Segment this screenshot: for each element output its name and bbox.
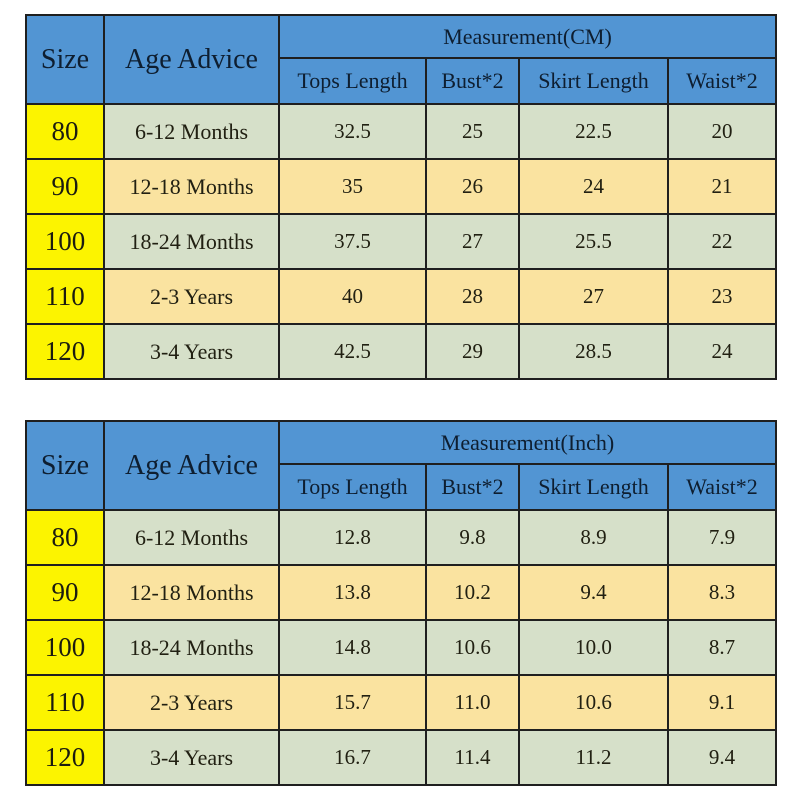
- table-row: 80 6-12 Months 32.5 25 22.5 20: [25, 103, 777, 160]
- skirt-length-value: 24: [518, 158, 669, 215]
- age-value: 3-4 Years: [103, 729, 280, 786]
- size-value: 120: [25, 729, 105, 786]
- age-advice-column-header: Age Advice: [103, 420, 280, 511]
- table-row: 110 2-3 Years 40 28 27 23: [25, 268, 777, 325]
- waist-value: 9.1: [666, 674, 778, 731]
- size-column-header: Size: [25, 14, 105, 105]
- waist-value: 21: [667, 158, 777, 215]
- waist-value: 24: [667, 323, 777, 380]
- age-value: 6-12 Months: [103, 509, 280, 566]
- age-value: 12-18 Months: [103, 564, 280, 621]
- size-value: 100: [25, 619, 105, 676]
- tops-length-value: 40: [278, 268, 427, 325]
- bust-value: 10.6: [425, 619, 520, 676]
- bust-value: 25: [425, 103, 520, 160]
- age-value: 18-24 Months: [103, 213, 280, 270]
- bust-value: 29: [425, 323, 520, 380]
- waist-value: 8.7: [666, 619, 778, 676]
- size-chart-inch-table: Size Age Advice Measurement(Inch) Tops L…: [25, 420, 778, 786]
- bust-value: 27: [425, 213, 520, 270]
- size-value: 110: [25, 268, 105, 325]
- skirt-length-value: 8.9: [518, 509, 669, 566]
- table-row: 120 3-4 Years 42.5 29 28.5 24: [25, 323, 777, 380]
- size-chart-cm-header: Size Age Advice Measurement(CM) Tops Len…: [25, 14, 777, 105]
- size-value: 90: [25, 564, 105, 621]
- table-row: 80 6-12 Months 12.8 9.8 8.9 7.9: [25, 509, 778, 566]
- age-advice-column-header: Age Advice: [103, 14, 280, 105]
- size-value: 100: [25, 213, 105, 270]
- skirt-length-value: 22.5: [518, 103, 669, 160]
- waist-value: 7.9: [666, 509, 778, 566]
- waist-column-header: Waist*2: [667, 57, 777, 105]
- table-row: 90 12-18 Months 35 26 24 21: [25, 158, 777, 215]
- tops-length-value: 14.8: [278, 619, 427, 676]
- tops-length-value: 32.5: [278, 103, 427, 160]
- bust-value: 11.0: [425, 674, 520, 731]
- skirt-length-value: 10.6: [518, 674, 669, 731]
- skirt-length-value: 11.2: [518, 729, 669, 786]
- tops-length-column-header: Tops Length: [278, 463, 427, 511]
- age-value: 3-4 Years: [103, 323, 280, 380]
- skirt-length-value: 28.5: [518, 323, 669, 380]
- tops-length-value: 13.8: [278, 564, 427, 621]
- size-value: 80: [25, 509, 105, 566]
- tops-length-value: 42.5: [278, 323, 427, 380]
- tops-length-value: 37.5: [278, 213, 427, 270]
- skirt-length-value: 9.4: [518, 564, 669, 621]
- skirt-length-value: 25.5: [518, 213, 669, 270]
- tops-length-value: 16.7: [278, 729, 427, 786]
- skirt-length-column-header: Skirt Length: [518, 463, 669, 511]
- table-row: 100 18-24 Months 14.8 10.6 10.0 8.7: [25, 619, 778, 676]
- table-row: 100 18-24 Months 37.5 27 25.5 22: [25, 213, 777, 270]
- waist-value: 20: [667, 103, 777, 160]
- tops-length-value: 12.8: [278, 509, 427, 566]
- table-row: 110 2-3 Years 15.7 11.0 10.6 9.1: [25, 674, 778, 731]
- size-chart-inch-header: Size Age Advice Measurement(Inch) Tops L…: [25, 420, 778, 511]
- tops-length-value: 15.7: [278, 674, 427, 731]
- bust-value: 10.2: [425, 564, 520, 621]
- bust-value: 11.4: [425, 729, 520, 786]
- size-value: 80: [25, 103, 105, 160]
- skirt-length-value: 10.0: [518, 619, 669, 676]
- waist-value: 22: [667, 213, 777, 270]
- table-row: 90 12-18 Months 13.8 10.2 9.4 8.3: [25, 564, 778, 621]
- skirt-length-column-header: Skirt Length: [518, 57, 669, 105]
- table-row: 120 3-4 Years 16.7 11.4 11.2 9.4: [25, 729, 778, 786]
- bust-value: 9.8: [425, 509, 520, 566]
- age-value: 18-24 Months: [103, 619, 280, 676]
- size-value: 90: [25, 158, 105, 215]
- size-value: 110: [25, 674, 105, 731]
- size-chart-cm-table: Size Age Advice Measurement(CM) Tops Len…: [25, 14, 777, 380]
- age-value: 2-3 Years: [103, 268, 280, 325]
- age-value: 12-18 Months: [103, 158, 280, 215]
- skirt-length-value: 27: [518, 268, 669, 325]
- size-column-header: Size: [25, 420, 105, 511]
- waist-value: 23: [667, 268, 777, 325]
- waist-value: 9.4: [666, 729, 778, 786]
- age-value: 6-12 Months: [103, 103, 280, 160]
- tops-length-value: 35: [278, 158, 427, 215]
- measurement-inch-header: Measurement(Inch): [277, 420, 778, 465]
- bust-value: 26: [425, 158, 520, 215]
- waist-column-header: Waist*2: [666, 463, 778, 511]
- waist-value: 8.3: [666, 564, 778, 621]
- bust-column-header: Bust*2: [425, 463, 520, 511]
- size-value: 120: [25, 323, 105, 380]
- tops-length-column-header: Tops Length: [278, 57, 427, 105]
- measurement-cm-header: Measurement(CM): [278, 14, 777, 59]
- bust-value: 28: [425, 268, 520, 325]
- bust-column-header: Bust*2: [425, 57, 520, 105]
- age-value: 2-3 Years: [103, 674, 280, 731]
